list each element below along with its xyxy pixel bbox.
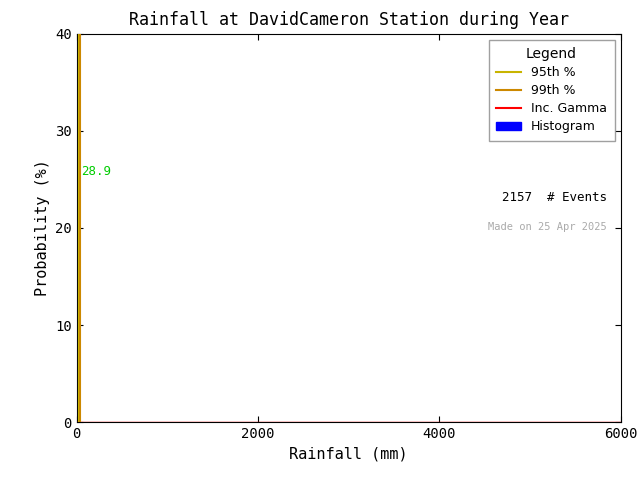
- Text: Made on 25 Apr 2025: Made on 25 Apr 2025: [488, 222, 607, 232]
- Title: Rainfall at DavidCameron Station during Year: Rainfall at DavidCameron Station during …: [129, 11, 569, 29]
- Text: 2157  # Events: 2157 # Events: [502, 191, 607, 204]
- Legend: 95th %, 99th %, Inc. Gamma, Histogram: 95th %, 99th %, Inc. Gamma, Histogram: [488, 40, 614, 141]
- X-axis label: Rainfall (mm): Rainfall (mm): [289, 447, 408, 462]
- Y-axis label: Probability (%): Probability (%): [35, 159, 50, 297]
- Text: 28.9: 28.9: [81, 165, 111, 178]
